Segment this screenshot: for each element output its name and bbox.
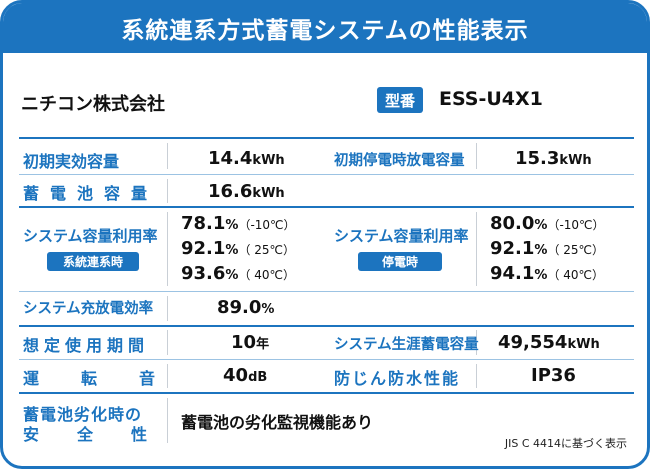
storage-capacity-label: 蓄電池容量	[23, 184, 159, 203]
safety-value: 蓄電池の劣化監視機能あり	[181, 413, 374, 432]
column-separator	[476, 143, 477, 169]
outage-capacity-label: 初期停電時放電容量	[334, 153, 465, 169]
jis-note: JIS C 4414に基づく表示	[504, 437, 627, 450]
column-separator	[167, 143, 168, 169]
divider	[19, 174, 634, 175]
column-separator	[476, 330, 477, 355]
column-separator	[167, 398, 168, 443]
utilization-grid-value-1: 78.1%（-10℃）	[181, 213, 296, 234]
waterproof-label: 防じん防水性能	[334, 369, 461, 388]
divider	[19, 291, 634, 292]
efficiency-value: 89.0%	[217, 297, 275, 318]
page-title: 系統連系方式蓄電システムの性能表示	[3, 3, 647, 53]
lifetime-value: 10年	[231, 332, 270, 353]
waterproof-value: IP36	[531, 365, 576, 386]
outage-capacity-value: 15.3kWh	[515, 148, 592, 169]
divider	[19, 392, 634, 394]
utilization-outage-value-2: 92.1%（ 25℃）	[490, 238, 605, 259]
noise-value: 40dB	[223, 365, 268, 386]
lifetime-storage-label: システム生涯蓄電容量	[334, 337, 479, 353]
maker-name: ニチコン株式会社	[21, 94, 165, 115]
model-number: ESS-U4X1	[439, 88, 543, 110]
model-tag: 型番	[377, 87, 424, 113]
divider	[19, 325, 634, 327]
divider	[19, 359, 634, 360]
safety-label-line2: 安全性	[23, 425, 186, 444]
safety-label-line1: 蓄電池劣化時の	[23, 405, 143, 424]
column-separator	[167, 212, 168, 286]
initial-capacity-label: 初期実効容量	[23, 152, 120, 171]
initial-capacity-value: 14.4kWh	[208, 148, 285, 169]
utilization-grid-value-2: 92.1%（ 25℃）	[181, 238, 296, 259]
column-separator	[167, 179, 168, 203]
utilization-outage-value-1: 80.0%（-10℃）	[490, 213, 605, 234]
column-separator	[476, 364, 477, 388]
column-separator	[476, 212, 477, 286]
column-separator	[167, 364, 168, 388]
divider	[19, 206, 634, 208]
utilization-outage-label: システム容量利用率	[334, 227, 469, 245]
noise-label: 運転音	[23, 369, 198, 388]
utilization-grid-label: システム容量利用率	[23, 227, 158, 245]
storage-capacity-value: 16.6kWh	[208, 181, 285, 202]
column-separator	[167, 296, 168, 321]
lifetime-label: 想定使用期間	[23, 336, 150, 355]
efficiency-label: システム充放電効率	[23, 301, 154, 317]
column-separator	[167, 330, 168, 355]
divider-top	[19, 137, 634, 139]
grid-connected-badge: 系統連系時	[47, 252, 139, 271]
outage-badge: 停電時	[358, 252, 442, 271]
lifetime-storage-value: 49,554kWh	[498, 332, 600, 353]
utilization-grid-value-3: 93.6%（ 40℃）	[181, 263, 296, 284]
utilization-outage-value-3: 94.1%（ 40℃）	[490, 263, 605, 284]
